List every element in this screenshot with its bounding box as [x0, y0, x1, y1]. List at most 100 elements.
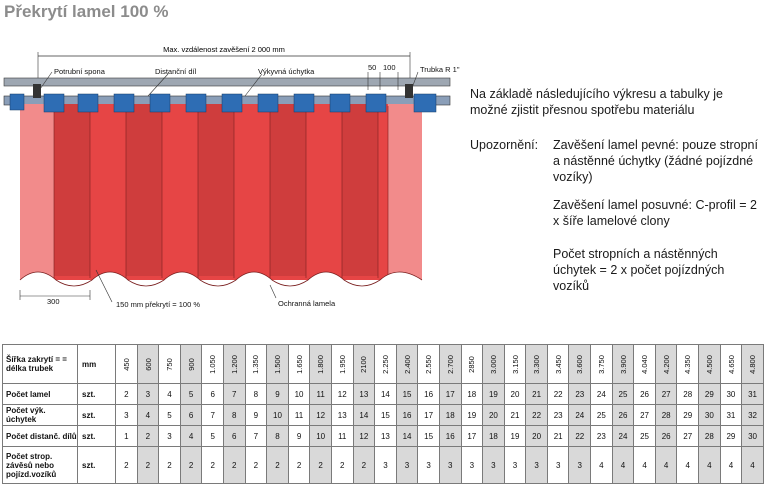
table-cell: 4 — [633, 446, 656, 484]
table-cell: 9 — [287, 425, 311, 447]
table-cell: 15 — [417, 425, 440, 447]
row-unit: szt. — [77, 425, 116, 447]
width-header-cell: 3.900 — [611, 344, 635, 384]
table-cell: 5 — [179, 383, 203, 405]
label-dim-300: 300 — [47, 297, 60, 306]
width-header-cell: 4.350 — [676, 344, 700, 384]
table-cell: 8 — [244, 383, 268, 405]
table-cell: 28 — [698, 425, 721, 447]
width-header-cell: 900 — [179, 344, 203, 384]
row-unit: szt. — [77, 446, 116, 484]
width-header-cell: 2.400 — [395, 344, 419, 384]
width-header-cell: 1.350 — [244, 344, 268, 384]
table-cell: 29 — [719, 425, 743, 447]
table-cell: 2 — [136, 446, 160, 484]
table-cell: 17 — [417, 404, 440, 426]
width-header-cell: 3.450 — [546, 344, 570, 384]
table-cell: 14 — [395, 425, 419, 447]
table-cell: 3 — [417, 446, 440, 484]
table-cell: 26 — [611, 404, 635, 426]
label-dim-100: 100 — [383, 63, 396, 72]
note-label: Upozornění: — [470, 138, 539, 152]
table-cell: 13 — [374, 425, 397, 447]
width-header-cell: 2.250 — [374, 344, 397, 384]
table-cell: 11 — [287, 404, 311, 426]
table-cell: 3 — [460, 446, 484, 484]
table-cell: 12 — [352, 425, 376, 447]
table-cell: 28 — [676, 383, 700, 405]
table-cell: 2 — [115, 446, 138, 484]
table-cell: 2 — [201, 446, 224, 484]
table-cell: 2 — [309, 446, 332, 484]
table-cell: 17 — [460, 425, 484, 447]
table-cell: 5 — [158, 404, 181, 426]
width-header-cell: 4.500 — [698, 344, 721, 384]
table-cell: 6 — [222, 425, 246, 447]
table-cell: 21 — [525, 383, 548, 405]
table-cell: 23 — [590, 425, 613, 447]
width-header-cell: 450 — [115, 344, 138, 384]
width-header-cell: 3.600 — [568, 344, 592, 384]
table-cell: 10 — [266, 404, 289, 426]
ceiling-plate — [3, 77, 451, 87]
table-cell: 18 — [482, 425, 505, 447]
table-cell: 16 — [417, 383, 440, 405]
table-cell: 20 — [503, 383, 527, 405]
row-label: Počet lamel — [2, 383, 78, 405]
lamella-group — [19, 104, 423, 300]
table-cell: 27 — [676, 425, 700, 447]
table-cell: 8 — [266, 425, 289, 447]
label-dim-50: 50 — [368, 63, 376, 72]
table-cell: 9 — [244, 404, 268, 426]
label-distancni-dil: Distanční díl — [155, 67, 197, 76]
label-trubka: Trubka R 1" — [420, 65, 460, 74]
width-header-cell: 4.040 — [633, 344, 656, 384]
table-cell: 19 — [460, 404, 484, 426]
table-cell: 2 — [244, 446, 268, 484]
row-label: Počet distanč. dílů — [2, 425, 78, 447]
table-cell: 3 — [374, 446, 397, 484]
table-cell: 2 — [330, 446, 354, 484]
note-item: Zavěšení lamel pevné: pouze stropní a ná… — [553, 138, 758, 184]
table-cell: 3 — [158, 425, 181, 447]
width-header-cell: 1.650 — [287, 344, 311, 384]
table-cell: 32 — [741, 404, 764, 426]
width-header-cell: 3.300 — [525, 344, 548, 384]
table-cell: 10 — [309, 425, 332, 447]
table-cell: 15 — [395, 383, 419, 405]
table-cell: 2 — [287, 446, 311, 484]
table-cell: 2 — [179, 446, 203, 484]
table-cell: 2 — [266, 446, 289, 484]
table-cell: 30 — [719, 383, 743, 405]
table-cell: 7 — [244, 425, 268, 447]
table-cell: 31 — [741, 383, 764, 405]
table-cell: 12 — [309, 404, 332, 426]
table-cell: 27 — [654, 383, 678, 405]
width-header-cell: 2100 — [352, 344, 376, 384]
table-cell: 10 — [287, 383, 311, 405]
table-cell: 22 — [525, 404, 548, 426]
table-cell: 7 — [201, 404, 224, 426]
table-cell: 12 — [330, 383, 354, 405]
table-cell: 3 — [395, 446, 419, 484]
table-cell: 3 — [525, 446, 548, 484]
row-label: Počet výk. úchytek — [2, 404, 78, 426]
width-header-cell: 4.650 — [719, 344, 743, 384]
table-cell: 24 — [568, 404, 592, 426]
table-cell: 4 — [719, 446, 743, 484]
table-cell: 4 — [158, 383, 181, 405]
table-row: Počet lamel szt. 2 3 4 5 6 7 8 9 10 11 12 13 14 15 16 17 1… — [2, 383, 764, 405]
table-cell: 4 — [741, 446, 764, 484]
table-cell: 19 — [482, 383, 505, 405]
spec-table: Šířka zakrytí = = délka trubek mm 450 600 75… — [2, 344, 764, 484]
table-cell: 25 — [590, 404, 613, 426]
width-header-cell: 4.800 — [741, 344, 764, 384]
table-cell: 26 — [654, 425, 678, 447]
width-header-cell: 4.200 — [654, 344, 678, 384]
label-potrubni-spona: Potrubní spona — [54, 67, 106, 76]
table-cell: 23 — [568, 383, 592, 405]
table-cell: 2 — [352, 446, 376, 484]
table-cell: 29 — [698, 383, 721, 405]
table-cell: 4 — [590, 446, 613, 484]
table-cell: 18 — [460, 383, 484, 405]
